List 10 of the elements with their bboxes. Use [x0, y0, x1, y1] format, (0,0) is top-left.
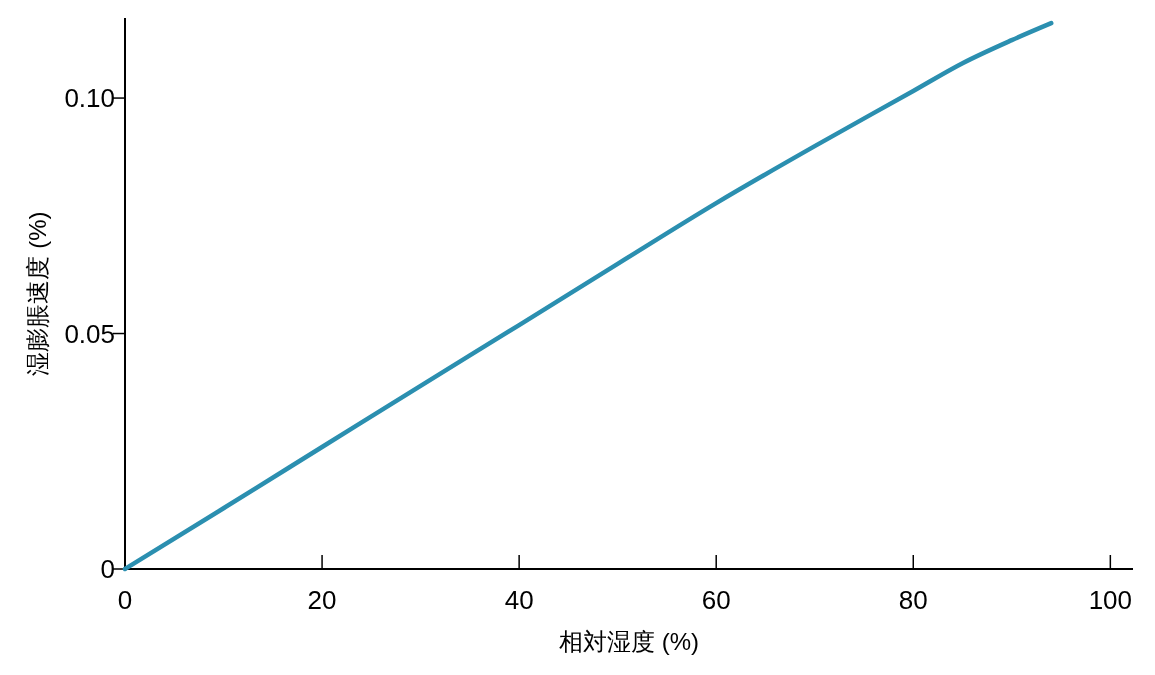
y-axis-title: 湿膨脹速度 (%): [24, 211, 51, 376]
y-tick-label: 0.05: [64, 318, 115, 349]
y-tick-label: 0.10: [64, 83, 115, 114]
x-tick-label: 40: [504, 585, 534, 615]
x-tick-label: 100: [1088, 585, 1133, 615]
y-tick-label: 0: [100, 554, 115, 584]
x-tick-label: 20: [307, 585, 337, 615]
x-tick-label: 80: [898, 585, 928, 615]
x-tick-label: 60: [701, 585, 731, 615]
x-axis-title: 相対湿度 (%): [559, 628, 699, 655]
